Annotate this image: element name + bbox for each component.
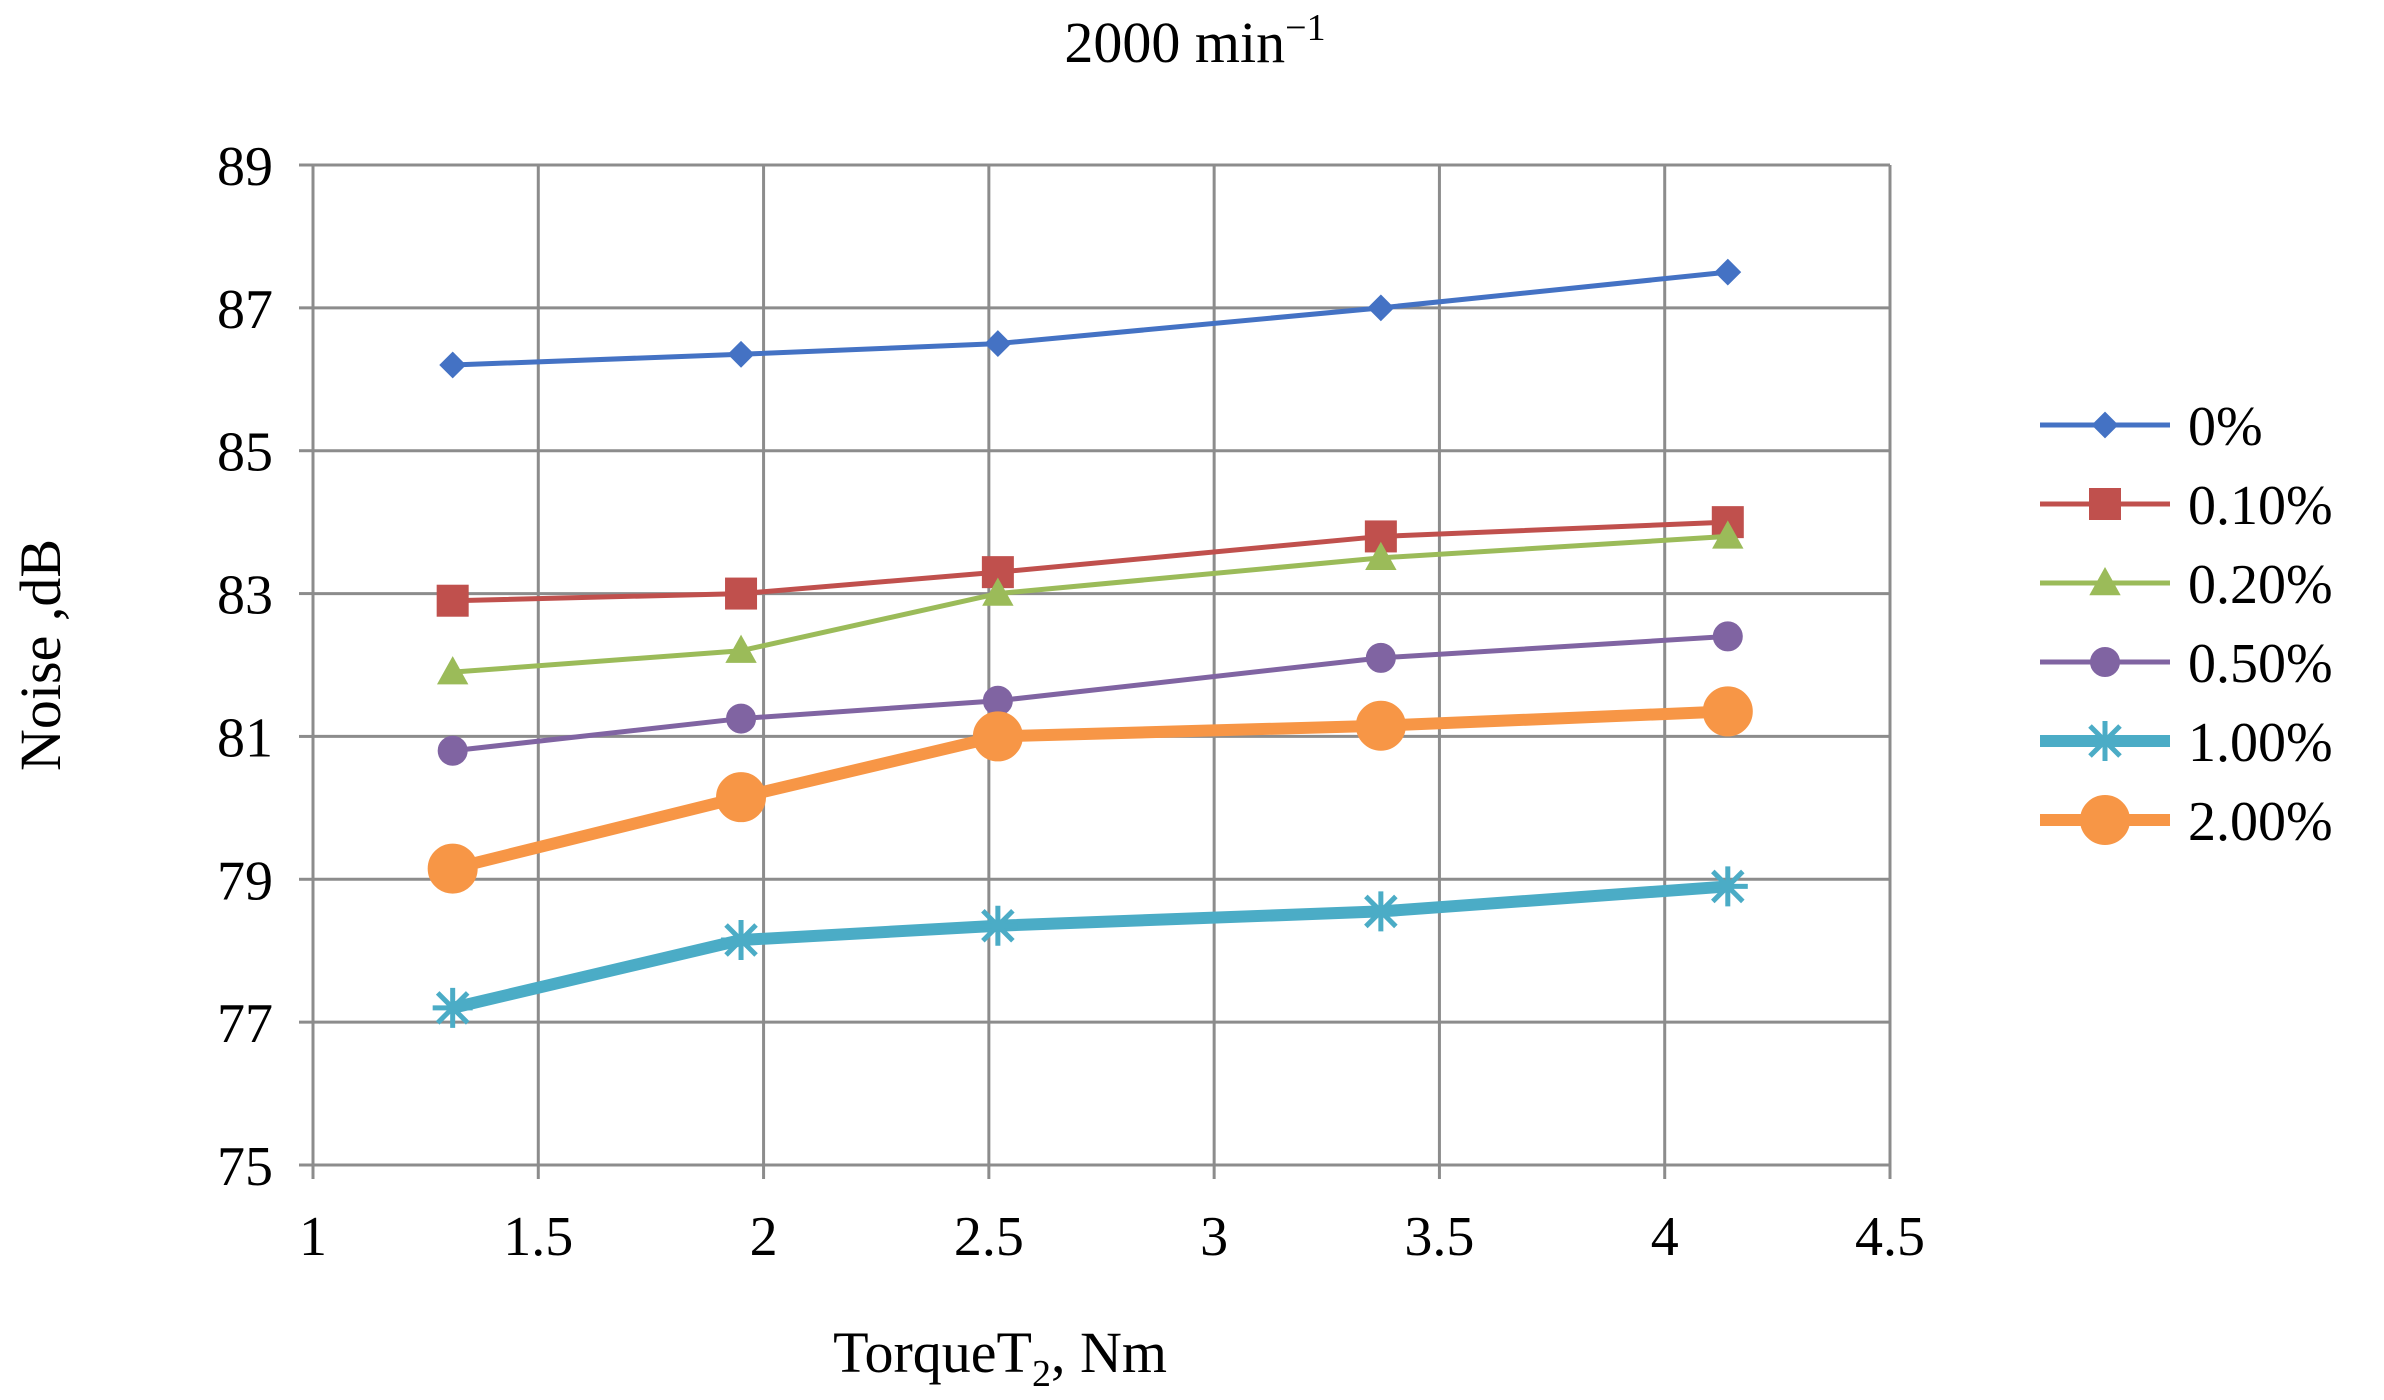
star-marker-strokes <box>1360 891 1401 932</box>
data-point <box>439 351 467 379</box>
data-point <box>727 340 755 368</box>
data-point <box>725 634 757 663</box>
series-line <box>451 880 1729 1014</box>
series-line <box>452 519 1728 604</box>
data-point <box>726 703 757 734</box>
data-point <box>1714 258 1742 286</box>
x-tick-label: 3.5 <box>1404 1206 1474 1268</box>
series-1.00% <box>432 866 1748 1028</box>
data-point <box>721 920 762 960</box>
y-tick-label: 87 <box>217 279 273 341</box>
legend: 0% 0.10% 0.20% 0.50% 1.00% 2.00% <box>2040 396 2333 853</box>
data-point <box>982 577 1014 606</box>
star-marker-strokes <box>977 905 1018 946</box>
star-marker-strokes <box>1707 866 1748 907</box>
data-point <box>432 987 473 1028</box>
data-point <box>1707 866 1748 907</box>
legend-label: 0.20% <box>2188 554 2333 616</box>
legend-item: 0% <box>2040 396 2263 458</box>
data-point <box>1355 700 1406 751</box>
legend-item: 0.10% <box>2040 475 2333 537</box>
series-line <box>452 269 1729 368</box>
data-point <box>1702 686 1753 737</box>
x-tick-label: 1 <box>299 1206 327 1268</box>
series-0.20% <box>436 520 1744 685</box>
y-tick-label: 83 <box>217 565 273 627</box>
y-tick-label: 89 <box>217 136 273 198</box>
data-point <box>982 685 1013 716</box>
data-point <box>436 584 469 617</box>
y-tick-label: 85 <box>217 422 273 484</box>
data-point <box>716 772 767 823</box>
data-point <box>1360 891 1401 932</box>
tick-labels: 75 77 79 81 83 85 87 89 1 1.5 2 2.5 3 3.5 4 4.5 <box>217 136 1925 1268</box>
legend-label: 2.00% <box>2188 791 2333 853</box>
x-tick-label: 1.5 <box>503 1206 573 1268</box>
x-tick-label: 4.5 <box>1855 1206 1925 1268</box>
legend-label: 0.10% <box>2188 475 2333 537</box>
legend-item: 0.20% <box>2040 554 2333 616</box>
x-tick-label: 4 <box>1651 1206 1679 1268</box>
data-point <box>436 656 469 685</box>
series-0% <box>439 258 1742 379</box>
data-point <box>984 330 1012 357</box>
axes <box>299 163 1892 1179</box>
data-point <box>437 735 468 766</box>
data-point <box>977 905 1018 946</box>
legend-item: 1.00% <box>2040 712 2333 774</box>
legend-label: 0.50% <box>2188 633 2333 695</box>
star-marker-strokes <box>721 920 762 960</box>
data-point <box>1365 642 1396 673</box>
x-axis-label-suffix: , Nm <box>1051 1320 1167 1385</box>
star-marker-strokes <box>2085 721 2125 761</box>
legend-swatch-marker <box>2091 411 2119 439</box>
series-0.10% <box>436 506 1744 617</box>
legend-item: 0.50% <box>2040 633 2333 695</box>
chart-title: 2000 min−1 <box>1064 7 1325 75</box>
legend-label: 1.00% <box>2188 712 2333 774</box>
legend-swatch-marker <box>2080 795 2130 845</box>
series-0.50% <box>437 621 1743 766</box>
y-tick-label: 81 <box>217 707 273 769</box>
x-axis-label-subscript: 2 <box>1032 1353 1051 1395</box>
legend-item: 2.00% <box>2040 791 2333 853</box>
chart-title-superscript: −1 <box>1285 7 1325 49</box>
grid <box>313 163 1892 1165</box>
y-tick-label: 77 <box>217 993 273 1055</box>
x-axis-label: TorqueT2, Nm <box>833 1320 1167 1395</box>
data-point <box>1712 621 1743 652</box>
legend-swatch-marker <box>2089 488 2121 520</box>
data-point <box>1365 541 1397 571</box>
star-marker-strokes <box>432 987 473 1028</box>
legend-swatch-marker <box>2090 647 2120 677</box>
data-point <box>1712 520 1744 549</box>
x-tick-label: 2 <box>750 1206 778 1268</box>
legend-label: 0% <box>2188 396 2263 458</box>
y-tick-label: 75 <box>217 1136 273 1198</box>
x-tick-label: 3 <box>1200 1206 1228 1268</box>
data-point <box>427 843 478 894</box>
series-line <box>452 533 1728 675</box>
data-point <box>725 577 758 610</box>
y-tick-label: 79 <box>217 850 273 912</box>
y-axis-label: Noise ,dB <box>8 539 73 771</box>
legend-swatch-marker <box>2085 721 2125 761</box>
data-point <box>972 711 1023 762</box>
legend-swatch-marker <box>2089 566 2121 596</box>
series-layer <box>427 258 1753 1028</box>
x-tick-label: 2.5 <box>954 1206 1024 1268</box>
series-2.00% <box>427 686 1753 894</box>
data-point <box>1367 294 1395 322</box>
